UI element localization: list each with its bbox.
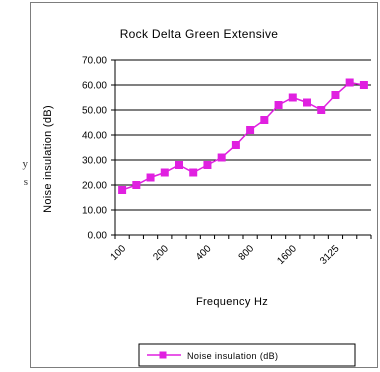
x-tick-label: 100 xyxy=(109,243,129,263)
chart-frame: Rock Delta Green Extensive 0.00 10.00 20.0… xyxy=(30,2,378,368)
legend-series-label: Noise insulation (dB) xyxy=(187,351,278,361)
data-point-marker xyxy=(345,78,354,87)
data-point-marker xyxy=(160,168,169,177)
legend-series-marker xyxy=(159,351,167,359)
y-tick-label: 0.00 xyxy=(88,231,108,242)
side-text-line-2: s xyxy=(23,176,28,188)
data-point-marker xyxy=(274,101,283,109)
legend-box xyxy=(138,343,356,367)
y-tick-label: 50.00 xyxy=(82,106,107,117)
series-layer xyxy=(118,78,368,194)
y-tick-label: 10.00 xyxy=(82,206,107,217)
data-point-marker xyxy=(359,81,368,89)
data-point-marker xyxy=(203,161,212,169)
chart-title: Rock Delta Green Extensive xyxy=(120,27,279,41)
side-text-snippet: y s xyxy=(0,0,30,372)
y-tick-label: 30.00 xyxy=(82,156,107,167)
x-axis-title: Frequency Hz xyxy=(196,296,268,308)
data-point-marker xyxy=(303,98,311,107)
y-axis-title: Noise insulation (dB) xyxy=(42,105,54,213)
data-point-marker xyxy=(288,93,297,102)
y-tick-labels: 0.00 10.00 20.00 30.00 40.00 50.00 60.00 70.00 xyxy=(82,56,107,242)
x-tick-label: 200 xyxy=(151,243,171,263)
x-tick-label: 3125 xyxy=(318,243,342,267)
grid-lines xyxy=(115,59,371,211)
y-tick-label: 40.00 xyxy=(82,131,107,142)
data-point-marker xyxy=(146,173,155,182)
data-point-marker xyxy=(132,181,141,189)
noise-insulation-chart: Rock Delta Green Extensive 0.00 10.00 20.0… xyxy=(42,27,372,367)
x-tick-label: 400 xyxy=(194,243,214,263)
legend: Noise insulation (dB) xyxy=(138,343,356,367)
data-point-marker xyxy=(246,126,255,134)
y-tick-label: 60.00 xyxy=(82,81,107,92)
data-point-marker xyxy=(231,141,240,149)
data-point-marker xyxy=(217,153,226,162)
data-point-marker xyxy=(331,91,340,99)
x-tick-label: 1600 xyxy=(275,243,299,267)
side-text-line-1: y xyxy=(22,158,29,170)
x-tick-labels: 100 200 400 800 1600 3125 xyxy=(109,243,342,267)
y-tick-label: 70.00 xyxy=(82,56,107,67)
data-point-marker xyxy=(118,186,127,194)
series-line xyxy=(121,81,365,191)
x-tick-label: 800 xyxy=(237,243,257,263)
data-point-marker xyxy=(189,168,198,177)
data-point-marker xyxy=(260,116,269,124)
data-point-marker xyxy=(317,106,326,114)
y-tick-label: 20.00 xyxy=(82,181,107,192)
data-point-marker xyxy=(175,161,183,169)
axes xyxy=(111,59,372,239)
